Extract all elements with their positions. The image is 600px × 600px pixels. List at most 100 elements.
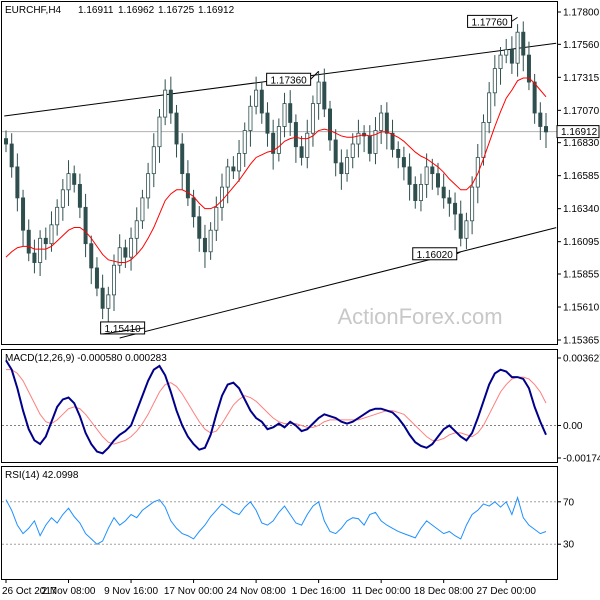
x-axis-tick-label: 18 Dec 08:00 (414, 586, 474, 597)
candle-body (470, 186, 475, 222)
x-axis-tick-label: 17 Nov 00:00 (164, 586, 224, 597)
price-y-tick-label: 1.16830 (563, 138, 600, 149)
candle-body (356, 132, 361, 145)
candle-body (231, 166, 236, 172)
x-axis-tick-label: 1 Dec 16:00 (292, 586, 346, 597)
candle-body (77, 184, 82, 208)
candle-body (191, 197, 196, 218)
price-panel: 1.17760 1.17360 1.16020 1.15410 (2, 14, 557, 339)
candle-body (43, 237, 48, 245)
candle-body (544, 126, 549, 133)
candle-body (157, 116, 162, 148)
axes: 1.17800 1.17560 1.17315 1.17070 1.16830 1.165… (2, 8, 600, 598)
macd-y-tick-label: 0.003627 (563, 354, 600, 365)
candle-body (38, 237, 43, 263)
candle-body (202, 237, 207, 253)
candle-body (504, 49, 509, 56)
candle-body (481, 122, 486, 158)
candle-body (89, 243, 94, 269)
price-y-tick-label: 1.17070 (563, 106, 600, 117)
price-y-tick-label: 1.15855 (563, 269, 600, 280)
price-header-low: 1.16725 (158, 5, 195, 16)
price-y-tick-label: 1.17560 (563, 40, 600, 51)
candle-body (163, 89, 168, 118)
rsi-y-tick-label: 30 (563, 540, 575, 551)
price-annotation-leader (456, 251, 461, 255)
candle-body (464, 220, 469, 239)
rsi-line (5, 495, 547, 545)
candle-body (185, 173, 190, 199)
candle-body (271, 132, 276, 154)
candle-body (487, 92, 492, 123)
candle-body (49, 224, 54, 245)
candle-body (435, 173, 440, 188)
candle-body (333, 139, 338, 164)
candle-body (441, 186, 446, 199)
price-y-tick-label: 1.17315 (563, 73, 600, 84)
price-header-close: 1.16912 (198, 5, 235, 16)
candle-body (350, 143, 355, 158)
candle-body (197, 216, 202, 239)
candle-body (521, 31, 526, 56)
trend-line (119, 227, 557, 339)
candle-body (66, 173, 71, 191)
x-axis-tick-label: 11 Dec 00:00 (352, 586, 411, 597)
price-panel-frame (1, 1, 558, 345)
candle-body (117, 247, 122, 266)
candle-body (310, 103, 315, 134)
current-price-label: 1.16912 (561, 127, 598, 138)
macd-y-tick-label: 0.00 (563, 421, 583, 432)
candle-body (373, 130, 378, 154)
candle-body (259, 89, 264, 114)
candle-body (276, 126, 281, 154)
candle-body (208, 229, 213, 253)
candle-body (384, 112, 389, 134)
candle-body (123, 247, 128, 258)
candle-body (293, 122, 298, 148)
price-annotation-label: 1.16020 (417, 250, 454, 261)
candle-body (288, 103, 293, 123)
price-annotation-leader (511, 16, 518, 22)
candle-body (60, 189, 65, 208)
candle-body (327, 108, 332, 141)
macd-panel-frame (1, 349, 558, 463)
candle-body (106, 294, 111, 309)
price-annotation-label: 1.17360 (271, 75, 308, 86)
price-annotation-leader (102, 327, 145, 335)
candle-body (532, 81, 537, 114)
candle-body (390, 132, 395, 150)
candle-body (430, 166, 435, 175)
candle-body (242, 130, 247, 154)
candle-body (4, 138, 9, 145)
candle-body (180, 143, 185, 175)
x-axis-tick-label: 24 Nov 08:00 (226, 586, 286, 597)
x-axis-tick-label: 26 Oct 2017 (2, 586, 57, 597)
candle-body (168, 89, 173, 114)
candle-body (367, 135, 372, 154)
candle-body (339, 162, 344, 175)
candle-body (316, 81, 321, 104)
rsi-y-tick-label: 70 (563, 497, 575, 508)
candle-body (9, 143, 14, 168)
candle-body (32, 252, 37, 263)
candle-body (379, 112, 384, 131)
candle-body (509, 49, 514, 64)
candle-body (72, 173, 77, 185)
price-annotation-label: 1.15410 (105, 324, 142, 335)
candle-body (282, 103, 287, 127)
candle-body (146, 173, 151, 199)
rsi-header: RSI(14) 42.0998 (5, 470, 79, 481)
candle-body (254, 89, 259, 107)
candle-body (237, 153, 242, 172)
rsi-panel-frame (1, 466, 558, 580)
candle-body (305, 132, 310, 158)
candle-body (225, 166, 230, 188)
price-y-tick-label: 1.16340 (563, 204, 600, 215)
price-y-tick-label: 1.16095 (563, 237, 600, 248)
candle-body (248, 105, 253, 131)
macd-panel (2, 359, 557, 455)
candle-body (515, 31, 520, 64)
candle-body (407, 166, 412, 185)
price-header-symbol: EURCHF,H4 (5, 5, 62, 16)
